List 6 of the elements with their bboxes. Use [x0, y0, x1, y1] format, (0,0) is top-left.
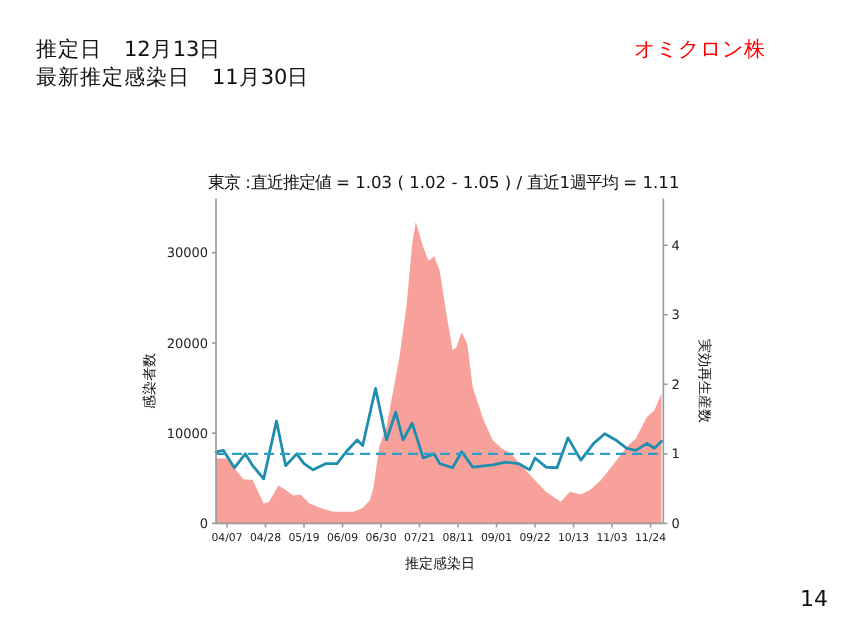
chart-title: 東京 :直近推定値 = 1.03 ( 1.02 - 1.05 ) / 直近1週平均 = 1.11: [207, 172, 680, 192]
text: オミクロン株: [634, 36, 766, 62]
text: 最新推定感染日 11月30日: [36, 64, 310, 90]
line-series: [214, 387, 663, 481]
text: 推定日 12月13日: [36, 36, 222, 62]
text: 14: [800, 586, 828, 612]
